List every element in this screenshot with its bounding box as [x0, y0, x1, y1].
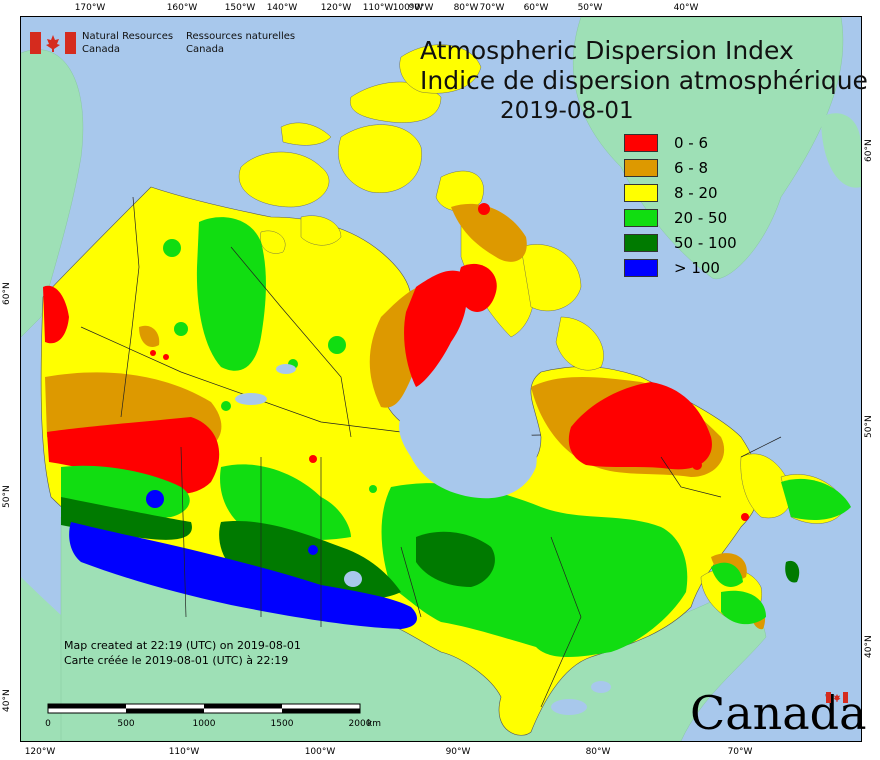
title-date: 2019-08-01: [500, 98, 634, 124]
graticule-label: 100°W: [304, 747, 336, 757]
legend-swatch: [624, 184, 658, 202]
graticule-label: 120°W: [320, 3, 352, 13]
legend-swatch: [624, 259, 658, 277]
graticule-label: 60°N: [2, 282, 12, 305]
graticule-label: 50°N: [864, 415, 874, 438]
graticule-label: 50°W: [577, 3, 603, 13]
scale-tick-label: 500: [117, 719, 134, 729]
legend-swatch: [624, 209, 658, 227]
canada-flag-icon: [30, 32, 76, 54]
graticule-label: 80°W: [453, 3, 479, 13]
graticule-label: 60°N: [864, 139, 874, 162]
legend-swatch: [624, 134, 658, 152]
graticule-label: 120°W: [24, 747, 56, 757]
graticule-label: 40°N: [2, 689, 12, 712]
arctic-islands: [238, 44, 604, 371]
dispersion-map[interactable]: [20, 16, 862, 742]
creation-notice: Map created at 22:19 (UTC) on 2019-08-01…: [64, 638, 301, 668]
scale-tick-label: 2000: [349, 719, 372, 729]
legend-label: > 100: [674, 259, 720, 277]
nrcan-name-en: Natural Resources Canada: [82, 31, 174, 55]
graticule-label: 140°W: [266, 3, 298, 13]
title-english: Atmospheric Dispersion Index: [420, 36, 794, 65]
zone-over-100: [69, 490, 417, 629]
zone-0-6: [43, 203, 749, 521]
legend-label: 50 - 100: [674, 234, 737, 252]
scale-tick-label: 0: [45, 719, 51, 729]
scale-tick-label: 1500: [271, 719, 294, 729]
graticule-label: 80°W: [585, 747, 611, 757]
graticule-label: 40°W: [673, 3, 699, 13]
graticule-label: 70°W: [727, 747, 753, 757]
graticule-label: 110°W: [168, 747, 200, 757]
legend-label: 20 - 50: [674, 209, 728, 227]
map-canvas[interactable]: [21, 17, 861, 741]
graticule-label: 50°N: [2, 485, 12, 508]
graticule-label: 40°N: [864, 635, 874, 658]
legend-label: 8 - 20: [674, 184, 718, 202]
graticule-label: 100°W: [392, 3, 424, 13]
legend-label: 0 - 6: [674, 134, 709, 152]
graticule-label: 170°W: [74, 3, 106, 13]
legend-swatch: [624, 159, 658, 177]
legend-swatch: [624, 234, 658, 252]
graticule-label: 90°W: [408, 3, 434, 13]
created-en: Map created at 22:19 (UTC) on 2019-08-01: [64, 639, 301, 652]
graticule-label: 160°W: [166, 3, 198, 13]
wordmark-flag-icon: [826, 692, 848, 703]
graticule-label: 110°W: [362, 3, 394, 13]
scale-tick-label: 1000: [193, 719, 216, 729]
nrcan-name-fr: Ressources naturelles Canada: [186, 31, 296, 55]
map-title: Atmospheric Dispersion Index Indice de d…: [420, 36, 868, 126]
lakes: [235, 364, 611, 715]
graticule-label: 90°W: [445, 747, 471, 757]
graticule-label: 150°W: [224, 3, 256, 13]
title-french: Indice de dispersion atmosphérique: [420, 66, 868, 95]
legend-label: 6 - 8: [674, 159, 709, 177]
iceland-land: [821, 113, 861, 188]
hudson-bay: [399, 393, 537, 499]
graticule-label: 60°W: [523, 3, 549, 13]
graticule-label: 70°W: [479, 3, 505, 13]
zone-20-50: [61, 217, 851, 657]
created-fr: Carte créée le 2019-08-01 (UTC) à 22:19: [64, 654, 289, 667]
scale-unit: km: [367, 719, 381, 729]
